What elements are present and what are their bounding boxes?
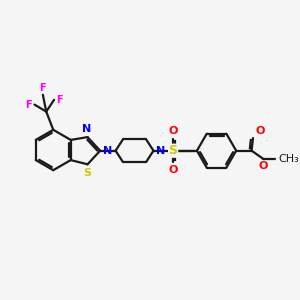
Text: N: N [156, 146, 165, 156]
Text: N: N [82, 124, 91, 134]
Text: O: O [168, 126, 178, 136]
Text: F: F [26, 100, 32, 110]
Text: CH₃: CH₃ [278, 154, 299, 164]
Text: F: F [40, 82, 46, 92]
Text: F: F [56, 95, 62, 105]
Text: N: N [103, 146, 112, 156]
Text: O: O [255, 126, 265, 136]
Text: S: S [83, 168, 92, 178]
Text: S: S [169, 144, 178, 157]
Text: O: O [258, 161, 268, 171]
Text: O: O [168, 165, 178, 175]
